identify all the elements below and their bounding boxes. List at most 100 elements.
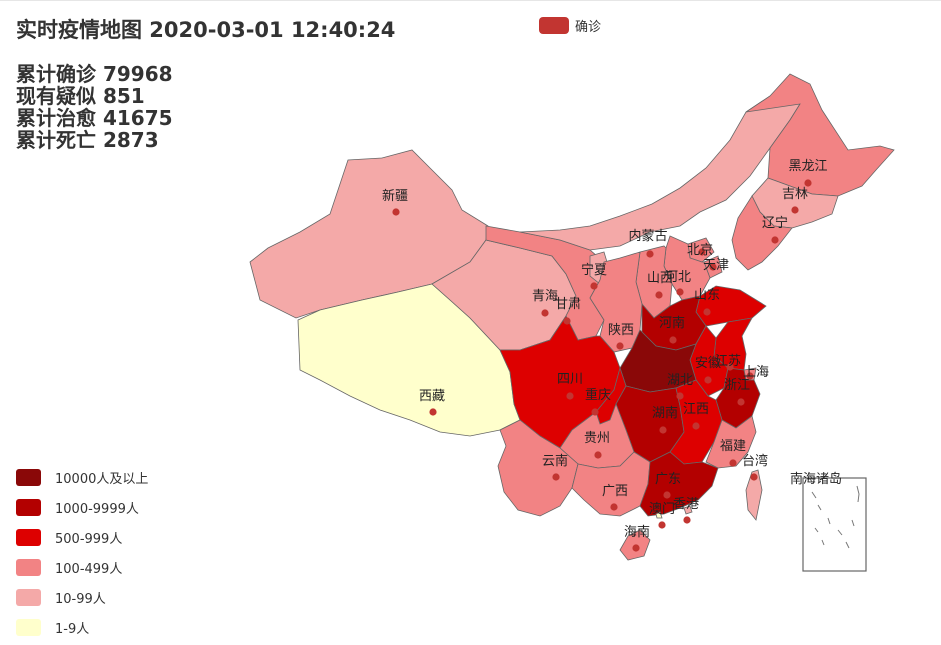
province-label: 四川	[557, 372, 583, 387]
province-marker[interactable]	[563, 317, 571, 325]
range-swatch	[16, 558, 41, 576]
province-marker[interactable]	[669, 336, 677, 344]
province-marker[interactable]	[737, 398, 745, 406]
top-divider	[0, 0, 941, 1]
province-label: 江苏	[715, 353, 741, 369]
province-台湾[interactable]	[745, 469, 763, 521]
province-label: 澳门	[649, 501, 675, 517]
range-swatch	[16, 528, 41, 546]
range-label: 100-499人	[55, 561, 123, 577]
province-marker[interactable]	[683, 516, 691, 524]
stat-dead: 累计死亡 2873	[16, 128, 159, 152]
province-marker[interactable]	[698, 248, 706, 256]
range-swatch	[16, 618, 41, 636]
province-marker[interactable]	[632, 544, 640, 552]
province-marker[interactable]	[429, 408, 437, 416]
stat-suspected: 现有疑似 851	[16, 84, 145, 108]
province-label: 山西	[647, 271, 673, 286]
province-label: 河南	[659, 315, 685, 331]
province-label: 宁夏	[581, 262, 607, 278]
range-legend-item[interactable]: 100-499人	[16, 552, 148, 582]
province-label: 贵州	[584, 431, 610, 446]
province-marker[interactable]	[709, 263, 717, 271]
province-marker[interactable]	[552, 473, 560, 481]
range-swatch	[16, 588, 41, 606]
province-label: 甘肃	[555, 297, 581, 312]
range-legend-item[interactable]: 500-999人	[16, 522, 148, 552]
province-福建[interactable]	[705, 415, 757, 469]
province-江西[interactable]	[669, 379, 723, 465]
stat-recovered: 累计治愈 41675	[16, 106, 173, 130]
province-label: 台湾	[742, 453, 768, 469]
range-label: 10000人及以上	[55, 471, 149, 487]
province-label: 福建	[720, 439, 746, 454]
province-label: 重庆	[585, 387, 611, 403]
province-label: 辽宁	[762, 215, 788, 231]
province-marker[interactable]	[704, 376, 712, 384]
province-marker[interactable]	[610, 503, 618, 511]
range-label: 1-9人	[55, 621, 90, 637]
province-云南[interactable]	[497, 419, 579, 517]
province-marker[interactable]	[658, 521, 666, 529]
province-marker[interactable]	[663, 491, 671, 499]
range-legend-item[interactable]: 1000-9999人	[16, 492, 148, 522]
range-label: 500-999人	[55, 531, 123, 547]
range-legend-item[interactable]: 10-99人	[16, 582, 148, 612]
range-legend-item[interactable]: 1-9人	[16, 612, 148, 642]
province-marker[interactable]	[750, 473, 758, 481]
province-marker[interactable]	[659, 426, 667, 434]
province-澳门[interactable]	[655, 511, 663, 519]
province-marker[interactable]	[791, 206, 799, 214]
province-label: 青海	[532, 289, 558, 304]
province-label: 内蒙古	[628, 228, 667, 244]
province-marker[interactable]	[655, 291, 663, 299]
province-label: 海南	[624, 524, 650, 540]
province-marker[interactable]	[594, 451, 602, 459]
province-marker[interactable]	[646, 250, 654, 258]
nanhai-inset	[802, 477, 867, 572]
province-label: 安徽	[695, 356, 721, 371]
province-marker[interactable]	[804, 179, 812, 187]
province-黑龙江[interactable]	[745, 73, 895, 197]
province-香港[interactable]	[683, 505, 693, 515]
province-label: 江西	[683, 402, 709, 417]
province-label: 黑龙江	[788, 159, 827, 174]
province-marker[interactable]	[616, 342, 624, 350]
series-legend-swatch	[539, 17, 569, 34]
province-marker[interactable]	[541, 309, 549, 317]
range-swatch	[16, 468, 41, 486]
province-marker[interactable]	[392, 208, 400, 216]
province-辽宁[interactable]	[731, 195, 793, 271]
province-label: 山东	[694, 288, 720, 303]
province-label: 北京	[687, 243, 713, 258]
province-marker[interactable]	[676, 288, 684, 296]
province-label: 云南	[542, 453, 568, 469]
range-legend-item[interactable]: 10000人及以上	[16, 462, 148, 492]
province-label: 湖南	[652, 405, 678, 421]
province-label: 南海诸岛	[790, 471, 842, 487]
province-label: 天津	[703, 258, 729, 273]
range-legend: 10000人及以上 1000-9999人 500-999人 100-499人 1…	[16, 462, 148, 642]
province-label: 陕西	[608, 323, 634, 338]
province-label: 香港	[673, 497, 699, 512]
province-marker[interactable]	[726, 363, 734, 371]
province-marker[interactable]	[590, 282, 598, 290]
province-label: 吉林	[782, 187, 808, 202]
province-label: 西藏	[419, 389, 445, 404]
province-marker[interactable]	[703, 308, 711, 316]
province-marker[interactable]	[746, 372, 754, 380]
province-marker[interactable]	[566, 392, 574, 400]
range-label: 10-99人	[55, 591, 106, 607]
province-marker[interactable]	[591, 408, 599, 416]
province-regions	[249, 73, 895, 561]
province-marker[interactable]	[676, 392, 684, 400]
series-legend[interactable]: 确诊	[539, 16, 601, 35]
stat-confirmed: 累计确诊 79968	[16, 62, 173, 86]
province-marker[interactable]	[771, 236, 779, 244]
province-marker[interactable]	[729, 459, 737, 467]
province-marker[interactable]	[692, 422, 700, 430]
province-label: 新疆	[382, 188, 408, 204]
province-广东[interactable]	[639, 451, 719, 517]
